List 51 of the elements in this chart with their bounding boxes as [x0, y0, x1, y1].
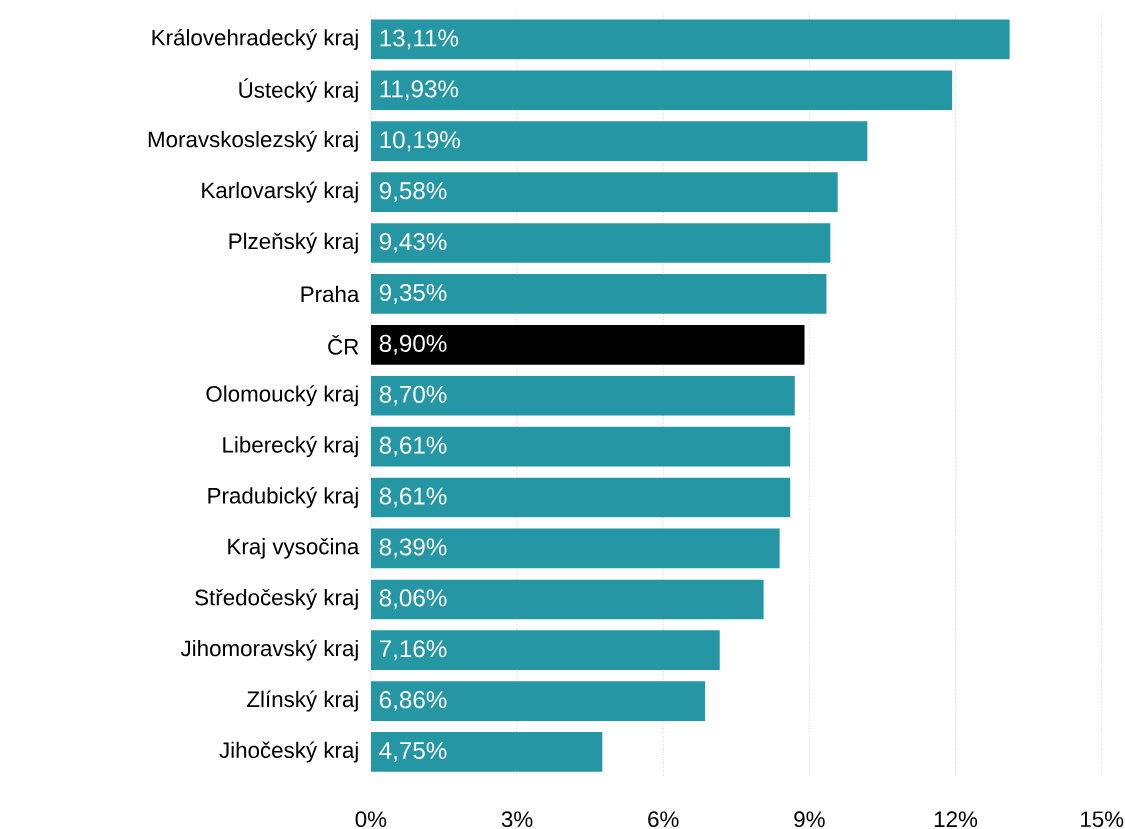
- data-label: 9,35%: [379, 284, 447, 305]
- x-tick-label: 12%: [934, 811, 978, 828]
- y-tick-label: Plzeňský kraj: [229, 232, 358, 254]
- data-label: 6,86%: [379, 691, 447, 712]
- data-label: 10,19%: [380, 131, 460, 152]
- data-label: 8,61%: [379, 487, 447, 508]
- y-tick-label: Ústecký kraj: [239, 78, 358, 103]
- data-label: 8,61%: [379, 436, 447, 457]
- data-label: 8,70%: [379, 385, 447, 406]
- bar: [370, 579, 764, 620]
- bar: [370, 274, 827, 314]
- data-label: 4,75%: [379, 742, 447, 763]
- y-tick-label: Kraj vysočina: [228, 538, 360, 560]
- y-tick-label: Praha: [301, 285, 360, 303]
- data-label: 8,90%: [379, 334, 447, 355]
- data-label: 11,93%: [380, 80, 459, 101]
- y-tick-label: Liberecký kraj: [223, 436, 358, 458]
- y-tick-label: ČR: [328, 335, 359, 355]
- y-tick-label: Olomoucký kraj: [206, 385, 358, 407]
- data-label: 7,16%: [379, 640, 447, 661]
- bar: [370, 376, 795, 416]
- y-tick-label: Královehradecký kraj: [152, 29, 358, 51]
- data-label: 8,06%: [379, 589, 447, 610]
- x-tick-label: 6%: [648, 811, 679, 828]
- y-tick-label: Jihočeský kraj: [219, 741, 358, 763]
- data-label: 9,58%: [379, 182, 447, 203]
- bar: [370, 732, 603, 772]
- y-tick-label: Moravskoslezský kraj: [148, 130, 358, 152]
- data-label: 8,39%: [379, 538, 447, 559]
- bar: [370, 630, 720, 671]
- x-tick-label: 0%: [355, 811, 387, 828]
- bar: [370, 477, 791, 518]
- y-tick-label: Středočeský kraj: [195, 588, 358, 611]
- bar: [370, 426, 791, 467]
- x-tick-label: 3%: [501, 811, 533, 828]
- y-tick-label: Zlínský kraj: [247, 690, 358, 712]
- bar: [370, 681, 706, 722]
- y-tick-label: Pradubický kraj: [208, 487, 358, 509]
- bar: [370, 172, 838, 213]
- data-label: 13,11%: [380, 29, 459, 50]
- x-tick-label: 15%: [1081, 811, 1124, 828]
- x-tick-label: 9%: [794, 811, 825, 828]
- data-label: 9,43%: [379, 233, 447, 254]
- bar: [370, 121, 868, 162]
- bar: [370, 70, 953, 111]
- y-tick-label: Jihomoravský kraj: [180, 639, 358, 661]
- y-tick-label: Karlovarský kraj: [202, 181, 358, 203]
- bar: [370, 19, 1010, 60]
- bar: [370, 528, 780, 569]
- bar: [370, 223, 831, 264]
- bar: [370, 325, 805, 365]
